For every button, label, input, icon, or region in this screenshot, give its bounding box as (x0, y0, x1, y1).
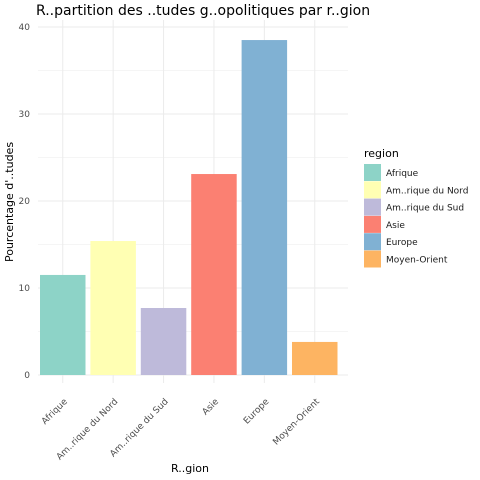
legend-label: Am..rique du Nord (386, 186, 468, 196)
x-tick-label: Moyen-Orient (271, 397, 322, 448)
legend-swatch (364, 250, 381, 268)
legend-label: Asie (386, 221, 405, 231)
bar-am-rique-du-sud (140, 308, 187, 375)
chart-title: R..partition des ..tudes g..opolitiques … (36, 3, 370, 19)
y-tick-label: 40 (19, 23, 31, 33)
bar-moyen-orient (292, 341, 338, 375)
legend-label: Moyen-Orient (386, 256, 448, 266)
bar-afrique (40, 274, 86, 375)
bar-asie (191, 174, 237, 375)
legend-title: region (364, 147, 399, 160)
legend: region Afrique Am..rique du Nord Am..rique… (364, 147, 468, 268)
y-tick-label: 0 (24, 371, 30, 381)
y-tick-label: 30 (19, 110, 31, 120)
x-tick-label: Afrique (40, 397, 70, 427)
bars (40, 40, 338, 376)
y-axis-label: Pourcentage d'..tudes (3, 142, 16, 262)
legend-swatch (364, 164, 381, 181)
legend-label: Afrique (386, 169, 419, 179)
legend-swatch (364, 215, 381, 233)
y-axis-ticks: 0 10 20 30 40 (19, 23, 31, 381)
legend-swatch (364, 198, 381, 216)
y-tick-label: 20 (19, 197, 31, 207)
legend-swatch (364, 233, 381, 251)
x-tick-label: Europe (242, 397, 272, 427)
x-tick-label: Asie (201, 397, 222, 418)
legend-label: Europe (386, 238, 418, 248)
x-axis-label: R..gion (171, 462, 209, 475)
y-tick-label: 10 (19, 284, 31, 294)
legend-swatch (364, 181, 381, 199)
bar-europe (241, 40, 288, 376)
legend-label: Am..rique du Sud (386, 204, 464, 214)
bar-am-rique-du-nord (90, 241, 136, 375)
